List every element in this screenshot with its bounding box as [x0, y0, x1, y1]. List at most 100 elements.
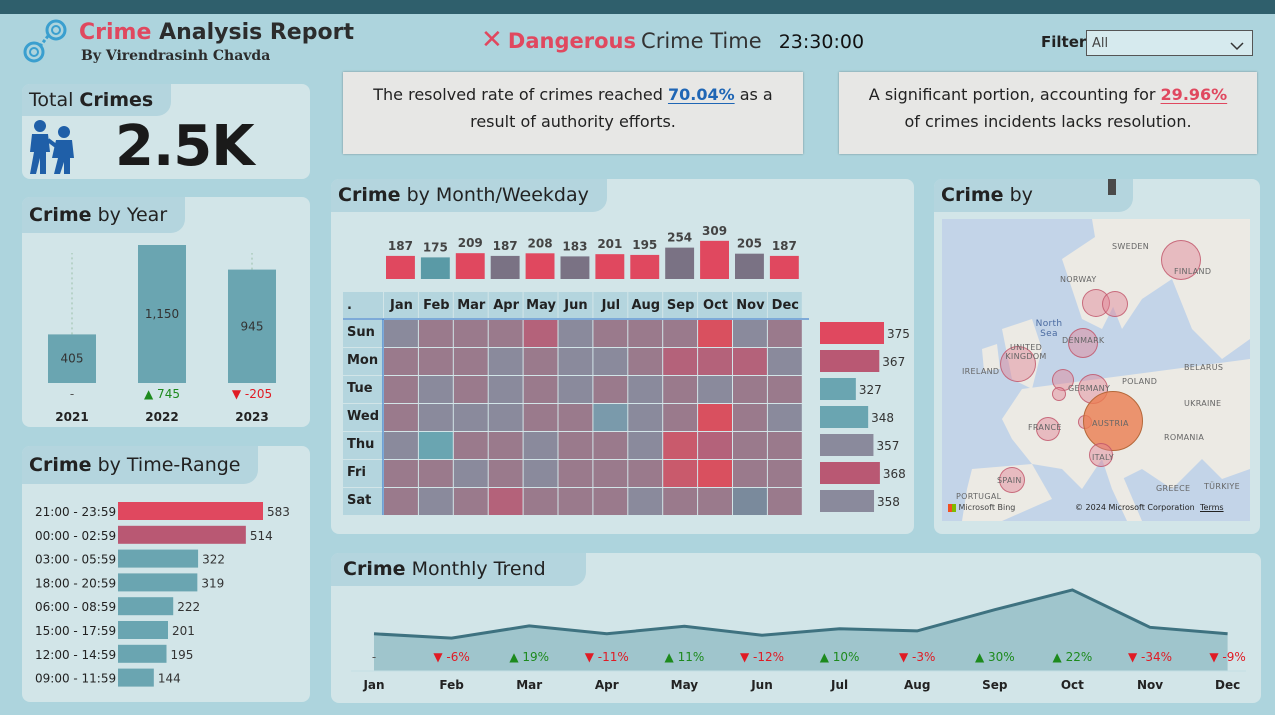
month-total-label: 201: [597, 237, 622, 251]
heatmap-month-label: Oct: [703, 298, 728, 313]
map-bubble-spain[interactable]: [999, 467, 1025, 493]
map-bubble-belgium[interactable]: [1052, 387, 1066, 401]
year-bar: [228, 269, 276, 383]
map-bubble-italy[interactable]: [1089, 443, 1113, 467]
year-value-label: 945: [241, 319, 264, 333]
weekday-total-bar: [820, 378, 856, 400]
scroll-handle[interactable]: [1108, 179, 1116, 195]
map-terms-link[interactable]: Terms: [1200, 503, 1224, 512]
map-label: SPAIN: [997, 476, 1022, 485]
trend-mom-label: ▲ 22%: [1053, 650, 1093, 664]
map-bubble-finland[interactable]: [1161, 240, 1201, 280]
year-axis-label: 2021: [55, 410, 88, 424]
map-label: BELARUS: [1184, 363, 1224, 372]
crime-by-map-card: Crime by SWEDEN NORWAY FINLAND North Sea DEN…: [934, 179, 1260, 534]
heatmap-cell: [767, 432, 802, 459]
time-range-value: 319: [201, 576, 224, 590]
weekday-total-label: 368: [883, 467, 906, 481]
time-range-bar: [118, 644, 167, 663]
heatmap-weekday-label: Wed: [347, 409, 379, 424]
month-total-bar: [630, 254, 660, 279]
trend-month-label: Jun: [750, 678, 773, 692]
heatmap-cell: [523, 404, 558, 431]
heatmap-cell: [558, 320, 593, 347]
europe-map[interactable]: SWEDEN NORWAY FINLAND North Sea DENMARK UNITE…: [942, 219, 1250, 521]
month-total-label: 309: [702, 224, 727, 238]
heatmap-cell: [663, 320, 698, 347]
heatmap-cell: [698, 488, 732, 515]
crime-by-time-range-card: Crime by Time-Range 21:00 - 23:59 583 00:0…: [22, 446, 310, 702]
time-range-bar: [118, 573, 198, 592]
heatmap-cell: [488, 404, 523, 431]
map-bubble-uk[interactable]: [1000, 346, 1036, 382]
trend-mom-label: -: [372, 650, 376, 664]
monthly-trend-tab: Crime Monthly Trend: [331, 553, 586, 586]
heatmap-cell: [698, 320, 732, 347]
microsoft-logo-icon: [948, 503, 956, 512]
trend-month-label: Dec: [1215, 678, 1240, 692]
map-title-bold: Crime: [941, 184, 1004, 206]
trend-title-bold: Crime: [343, 558, 406, 580]
map-label: UKRAINE: [1184, 399, 1222, 408]
heatmap-cell: [593, 488, 628, 515]
heatmap-cell: [418, 320, 453, 347]
filter-dropdown[interactable]: All: [1086, 30, 1253, 56]
crime-by-month-weekday-chart: 187 175 209 187 208 183 201 195 254 309 205 187. Jan…: [343, 224, 910, 515]
heatmap-cell: [523, 348, 558, 375]
heatmap-cell: [418, 432, 453, 459]
heatmap-month-header: [593, 292, 628, 318]
heatmap-cell: [733, 460, 767, 487]
crime-monthly-trend-card: Crime Monthly Trend - Jan ▼ -6% Feb ▲ 19% Mar…: [331, 553, 1261, 703]
heatmap-cell: [418, 376, 453, 403]
map-label: DENMARK: [1062, 336, 1105, 345]
map-label: GREECE: [1156, 484, 1191, 493]
month-total-bar: [420, 257, 450, 279]
heatmap-weekday-header: [343, 488, 383, 515]
heatmap-month-header: [733, 292, 767, 318]
heatmap-cell: [453, 376, 488, 403]
heatmap-weekday-header: [343, 460, 383, 487]
heatmap-month-header: [523, 292, 558, 318]
month-total-bar: [665, 247, 695, 279]
trend-month-label: Apr: [595, 678, 619, 692]
month-total-bar: [490, 255, 520, 279]
trend-mom-label: ▼ -12%: [740, 650, 784, 664]
resolved-pre: The resolved rate of crimes reached: [373, 85, 663, 104]
heatmap-cell: [384, 432, 418, 459]
time-range-value: 322: [202, 553, 225, 567]
heatmap-cell: [593, 460, 628, 487]
total-label-plain: Total: [29, 89, 74, 111]
year-axis-label: 2023: [235, 410, 268, 424]
map-bubble-france[interactable]: [1036, 417, 1060, 441]
chevron-down-icon: [1230, 36, 1244, 55]
time-range-value: 195: [170, 648, 193, 662]
heatmap-cell: [453, 404, 488, 431]
heatmap-cell: [488, 460, 523, 487]
heatmap-cell: [558, 376, 593, 403]
month-title-bold: Crime: [338, 184, 401, 206]
map-tab: Crime by: [934, 179, 1133, 212]
map-bubble-austria[interactable]: [1083, 391, 1143, 451]
heatmap-cell: [523, 376, 558, 403]
heatmap-cell: [767, 460, 802, 487]
heatmap-cell: [663, 404, 698, 431]
weekday-total-bar: [820, 350, 880, 372]
map-label: GERMANY: [1068, 384, 1111, 393]
time-range-label: 18:00 - 20:59: [35, 576, 116, 590]
trend-mom-label: ▲ 10%: [820, 650, 860, 664]
heatmap-weekday-header: [343, 376, 383, 403]
map-bubble-denmark[interactable]: [1068, 328, 1098, 358]
unresolved-percent: 29.96%: [1160, 85, 1228, 104]
trend-mom-label: ▼ -11%: [585, 650, 629, 664]
filter-label: Filter: [1041, 33, 1087, 51]
time-range-label: 00:00 - 02:59: [35, 529, 116, 543]
handcuffs-icon: [20, 18, 72, 66]
heatmap-weekday-header: [343, 404, 383, 431]
map-copyright: © 2024 Microsoft Corporation: [1075, 503, 1195, 512]
weekday-total-label: 327: [859, 383, 882, 397]
map-bubble-sweden[interactable]: [1102, 291, 1128, 317]
map-label: PORTUGAL: [956, 492, 1002, 501]
map-label: POLAND: [1122, 377, 1158, 386]
heatmap-cell: [558, 460, 593, 487]
month-total-label: 187: [388, 239, 413, 253]
